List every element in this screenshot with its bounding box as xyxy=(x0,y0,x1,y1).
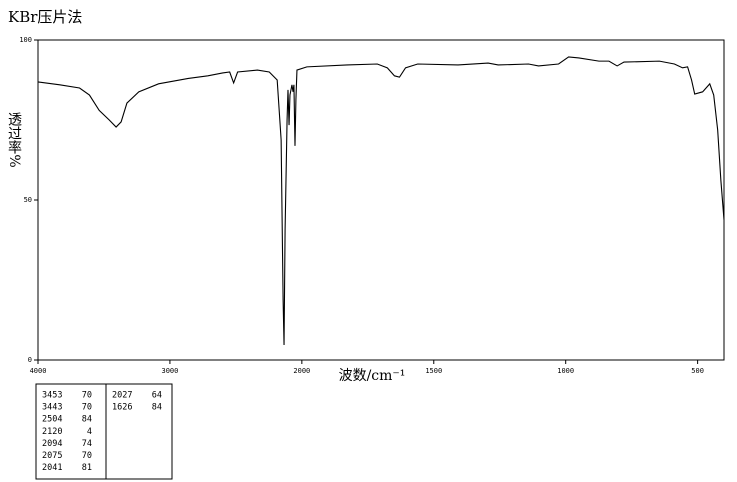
peak-wavenumber: 3453 xyxy=(42,391,62,401)
peak-wavenumber: 2075 xyxy=(42,451,62,461)
spectrum-line xyxy=(37,56,725,345)
y-tick-label: 0 xyxy=(28,356,32,364)
peak-wavenumber: 2120 xyxy=(42,427,62,437)
peak-wavenumber: 2094 xyxy=(42,439,62,449)
peak-wavenumber: 2027 xyxy=(112,391,132,401)
y-tick-label: 50 xyxy=(24,196,32,204)
peak-wavenumber: 3443 xyxy=(42,403,62,413)
x-tick-label: 2000 xyxy=(293,367,310,375)
x-tick-label: 4000 xyxy=(30,367,47,375)
y-axis-label: 透过率% xyxy=(6,112,22,167)
table-frame xyxy=(35,383,173,480)
peak-transmittance: 64 xyxy=(152,391,162,401)
chart-title: KBr压片法 xyxy=(8,8,82,26)
peak-transmittance: 84 xyxy=(82,415,92,425)
peak-wavenumber: 2041 xyxy=(42,463,62,473)
peak-transmittance: 70 xyxy=(82,403,92,413)
plot-frame xyxy=(37,39,725,361)
peak-transmittance: 4 xyxy=(87,427,92,437)
peak-transmittance: 84 xyxy=(152,403,162,413)
x-tick-label: 3000 xyxy=(161,367,178,375)
peak-wavenumber: 1626 xyxy=(112,403,132,413)
x-tick-label: 500 xyxy=(691,367,704,375)
peak-transmittance: 70 xyxy=(82,391,92,401)
y-tick-label: 100 xyxy=(19,36,32,44)
x-tick-label: 1500 xyxy=(425,367,442,375)
peak-transmittance: 74 xyxy=(82,439,92,449)
x-axis-label: 波数/cm⁻¹ xyxy=(339,368,406,384)
peak-transmittance: 70 xyxy=(82,451,92,461)
x-tick-label: 1000 xyxy=(557,367,574,375)
peak-wavenumber: 2504 xyxy=(42,415,62,425)
peak-transmittance: 81 xyxy=(82,463,92,473)
